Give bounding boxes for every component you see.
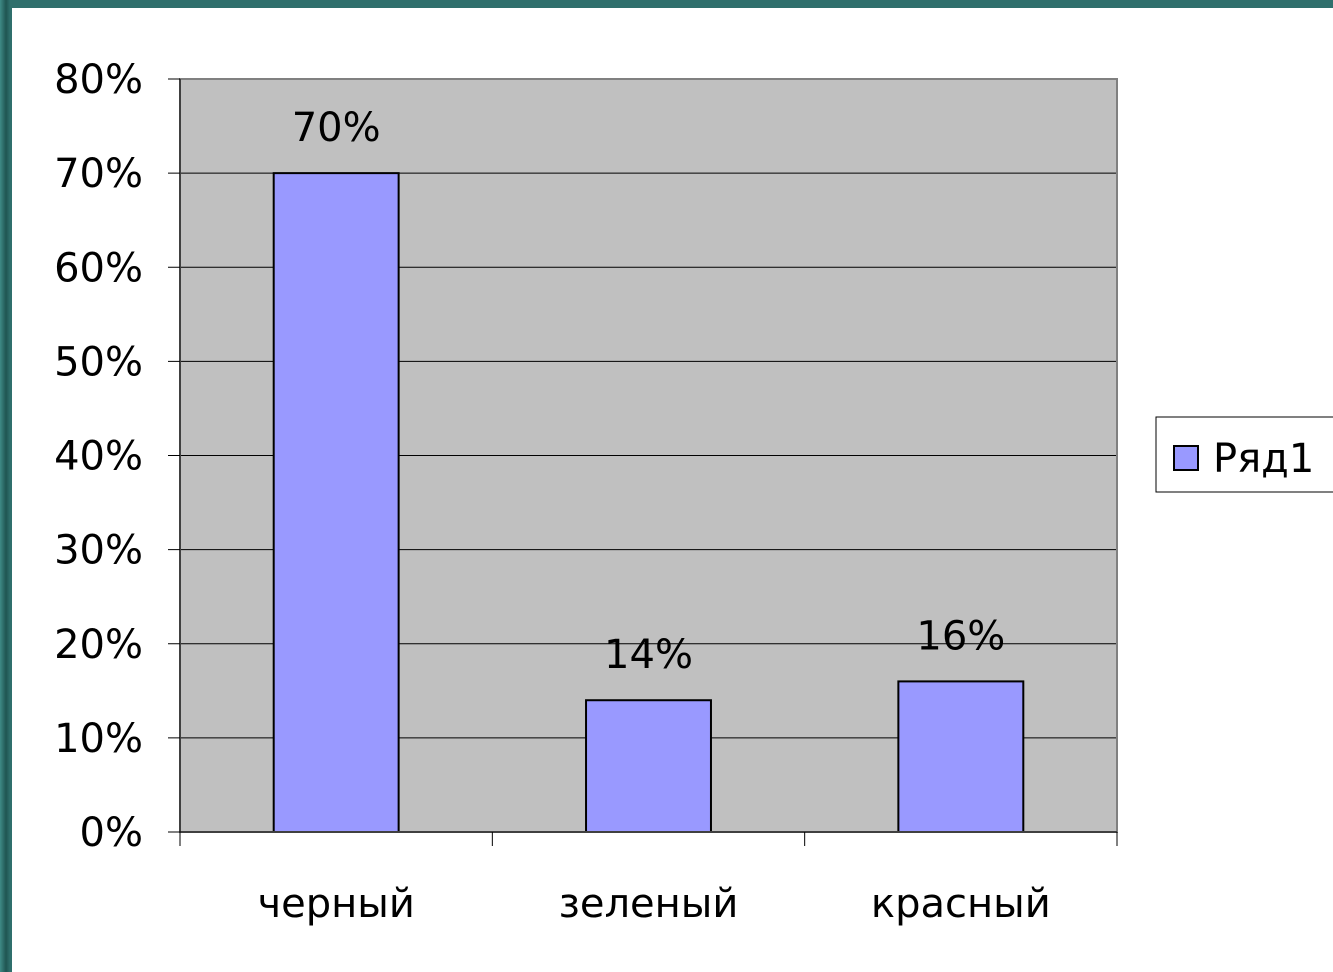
y-tick-label: 60%	[54, 245, 143, 291]
data-label: 16%	[916, 613, 1005, 659]
x-category-label: черный	[257, 881, 414, 927]
y-tick-label: 10%	[54, 716, 143, 762]
y-tick-label: 0%	[80, 810, 143, 856]
x-axis-labels: черный зеленый красный	[257, 881, 1050, 927]
y-tick-label: 50%	[54, 339, 143, 385]
legend-label: Ряд1	[1213, 436, 1314, 482]
bar	[272, 172, 400, 833]
data-label: 14%	[604, 632, 693, 678]
y-tick-label: 70%	[54, 151, 143, 197]
bars	[272, 172, 1025, 834]
y-tick-label: 20%	[54, 622, 143, 668]
x-category-label: зеленый	[559, 881, 739, 927]
y-tick-label: 80%	[54, 57, 143, 103]
data-label: 70%	[292, 105, 381, 151]
x-category-label: красный	[871, 881, 1051, 927]
data-labels: 70% 14% 16%	[292, 105, 1006, 678]
bar	[897, 680, 1025, 834]
y-tick-label: 40%	[54, 434, 143, 480]
y-tick-label: 30%	[54, 528, 143, 574]
legend: Ряд1	[1155, 416, 1333, 493]
bar	[585, 699, 712, 833]
y-axis-ticks: 0% 10% 20% 30% 40% 50% 60% 70% 80%	[54, 57, 180, 856]
legend-swatch	[1173, 445, 1199, 471]
